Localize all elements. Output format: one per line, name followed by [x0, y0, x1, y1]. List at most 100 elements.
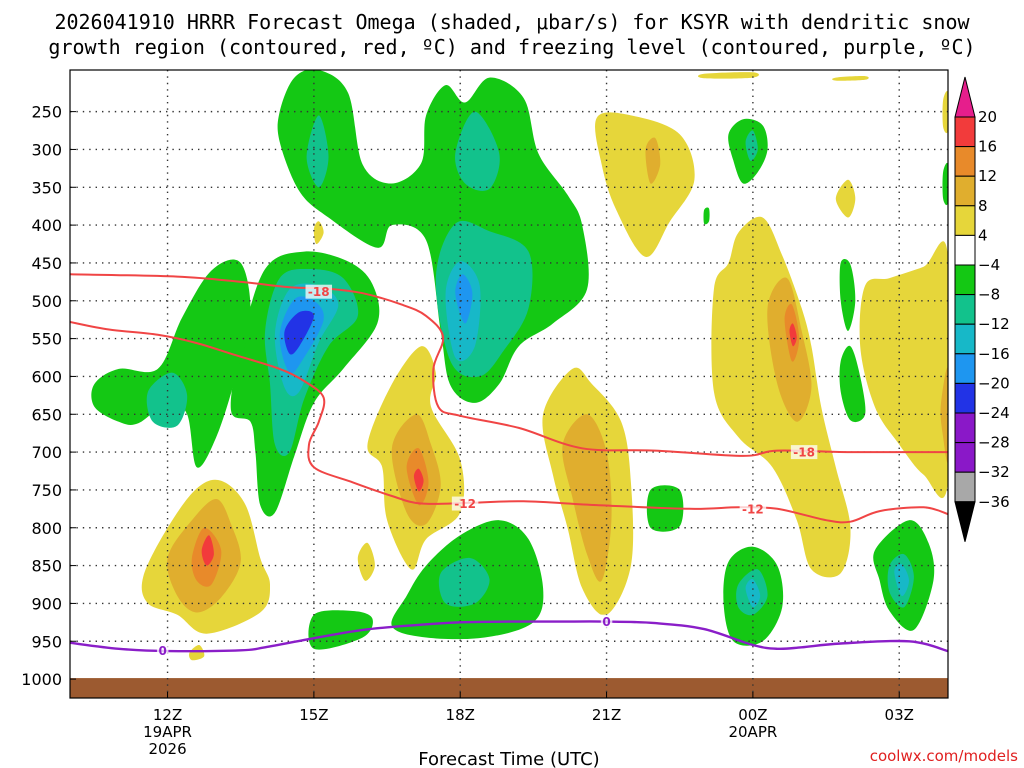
y-tick-650: 650	[31, 405, 62, 424]
grid-lines	[70, 70, 948, 698]
colorbar-top-arrow	[954, 76, 976, 118]
y-tick-600: 600	[31, 367, 62, 386]
y-tick-750: 750	[31, 481, 62, 500]
contour-label-3: -12	[742, 502, 764, 516]
omega-region-gold	[940, 367, 948, 463]
y-tick-500: 500	[31, 292, 62, 311]
y-tick-350: 350	[31, 178, 62, 197]
colorbar-band-4	[954, 234, 976, 266]
colorbar-label-8: −16	[978, 345, 1010, 363]
colorbar-label-7: −12	[978, 315, 1010, 333]
omega-region-navy	[284, 310, 314, 355]
y-tick-300: 300	[31, 140, 62, 159]
y-tick-850: 850	[31, 557, 62, 576]
colorbar-band-10	[954, 412, 976, 444]
y-tick-900: 900	[31, 594, 62, 613]
omega-region-teal	[745, 130, 758, 161]
omega-shading	[91, 70, 948, 661]
contour-label-bg-1	[451, 496, 479, 511]
omega-region-teal	[455, 111, 500, 191]
dgs-contour--12	[70, 321, 948, 524]
colorbar-band-0	[954, 116, 976, 148]
omega-region-teal	[146, 372, 188, 428]
contour-labels: -18 -12 -18 -12 0 0	[156, 284, 818, 658]
omega-region-yellow	[942, 90, 948, 134]
omega-region-yellow	[835, 179, 856, 218]
y-tick-800: 800	[31, 519, 62, 538]
omega-region-teal	[306, 115, 329, 188]
colorbar-band-7	[954, 323, 976, 355]
y-tick-400: 400	[31, 216, 62, 235]
omega-region-yellow	[832, 76, 869, 81]
x-tick-18Z: 18Z	[446, 706, 475, 724]
contour-label-bg-4	[156, 643, 169, 658]
ground-fill	[70, 678, 948, 698]
dgs-contour--18	[70, 273, 948, 457]
omega-region-green	[91, 259, 251, 468]
y-tick-700: 700	[31, 443, 62, 462]
title-line-2: growth region (contoured, red, ºC) and f…	[48, 35, 975, 59]
contour-label-bg-3	[739, 501, 767, 516]
omega-region-red	[789, 323, 797, 347]
x-tick-date-19APR: 19APR	[143, 723, 192, 741]
watermark: coolwx.com/models	[870, 747, 1018, 765]
colorbar-bottom-arrow	[954, 501, 976, 542]
colorbar-band-11	[954, 442, 976, 473]
omega-region-green	[839, 345, 866, 423]
y-tick-950: 950	[31, 632, 62, 651]
chart-title: 2026041910 HRRR Forecast Omega (shaded, …	[48, 10, 975, 59]
x-tick-year-2026: 2026	[148, 740, 186, 758]
colorbar-label-4: 4	[978, 226, 988, 244]
x-tick-03Z: 03Z	[885, 706, 914, 724]
omega-region-green	[308, 610, 373, 650]
omega-region-yellow	[595, 112, 695, 258]
omega-region-yellow	[711, 216, 851, 578]
colorbar-band-6	[954, 294, 976, 325]
colorbar-label-5: −4	[978, 256, 1000, 274]
omega-region-gold	[562, 414, 612, 582]
omega-region-cyan	[894, 563, 909, 597]
contour-label-5: 0	[602, 615, 610, 629]
y-tick-1000: 1000	[21, 670, 62, 689]
x-tick-date-20APR: 20APR	[728, 723, 777, 741]
omega-region-yellow	[698, 72, 759, 79]
omega-region-red	[201, 535, 214, 566]
colorbar-band-5	[954, 264, 976, 296]
contour-label-2: -18	[793, 446, 815, 460]
x-tick-15Z: 15Z	[299, 706, 328, 724]
title-line-1: 2026041910 HRRR Forecast Omega (shaded, …	[54, 10, 970, 34]
x-tick-12Z: 12Z	[153, 706, 182, 724]
omega-region-cyan	[745, 579, 761, 608]
contour-label-bg-2	[790, 445, 818, 460]
colorbar-label-0: 20	[978, 108, 997, 126]
colorbar-label-11: −28	[978, 434, 1010, 452]
colorbar-band-12	[954, 471, 976, 503]
omega-region-green	[942, 162, 948, 206]
omega-region-yellow	[313, 221, 324, 245]
colorbar-label-3: 8	[978, 197, 988, 215]
ground-layer	[70, 678, 948, 698]
omega-region-yellow	[189, 644, 205, 661]
plot-frame	[69, 69, 949, 699]
contour-label-0: -18	[308, 285, 330, 299]
colorbar: 20 16 12 8 4 −4 −8 −12 −16 −20 −24 −28 −32 −36	[954, 76, 1010, 542]
omega-region-teal	[438, 557, 490, 607]
contour-label-4: 0	[158, 644, 166, 658]
y-tick-250: 250	[31, 103, 62, 122]
contour-label-1: -12	[454, 497, 476, 511]
x-axis-title: Forecast Time (UTC)	[418, 749, 599, 768]
colorbar-band-2	[954, 175, 976, 207]
colorbar-label-10: −24	[978, 404, 1010, 422]
omega-region-blue	[455, 274, 473, 324]
y-tick-450: 450	[31, 254, 62, 273]
contour-label-bg-5	[600, 614, 613, 629]
colorbar-band-1	[954, 146, 976, 177]
colorbar-label-6: −8	[978, 286, 1000, 304]
omega-region-green	[839, 258, 856, 331]
omega-region-yellow	[859, 241, 948, 499]
x-tick-00Z: 00Z	[738, 706, 767, 724]
colorbar-band-9	[954, 382, 976, 414]
x-tick-21Z: 21Z	[592, 706, 621, 724]
